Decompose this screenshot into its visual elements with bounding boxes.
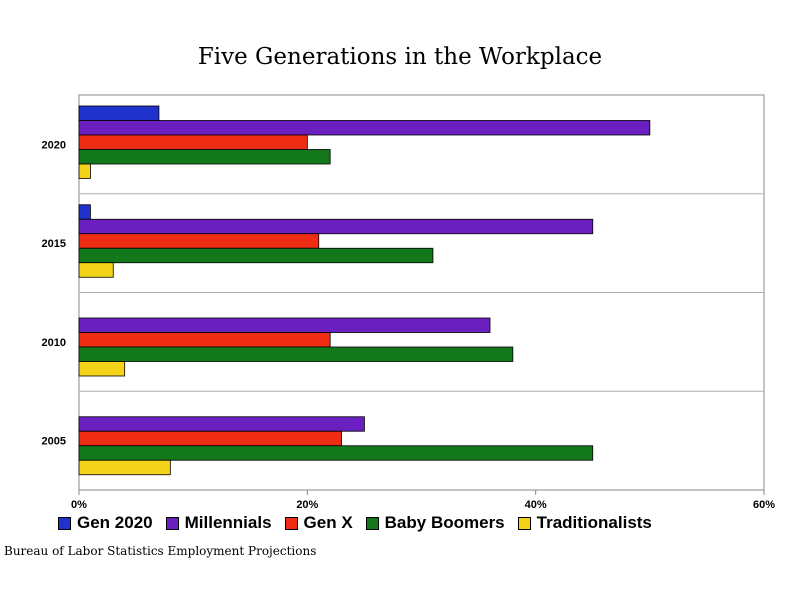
bar-traditionalists-2020	[78, 163, 91, 179]
bar-baby-boomers-2015	[78, 247, 434, 264]
legend-item-gen-2020: Gen 2020	[58, 513, 153, 533]
bar-gen-2020-2015	[78, 204, 91, 220]
chart-title: Five Generations in the Workplace	[197, 44, 603, 70]
x-tick-label-60pct: 60%	[753, 499, 775, 511]
category-label-2015: 2015	[42, 238, 66, 250]
category-label-2010: 2010	[42, 337, 66, 349]
x-tick-label-40pct: 40%	[525, 499, 547, 511]
legend-label-millennials: Millennials	[184, 513, 272, 532]
legend-swatch-traditionalists	[517, 516, 531, 530]
chart-legend: Gen 2020 Millennials Gen X Baby Boomers Trad…	[58, 513, 778, 533]
legend-item-traditionalists: Traditionalists	[517, 513, 652, 533]
bar-gen-x-2010	[78, 332, 331, 348]
legend-swatch-baby-boomers	[365, 516, 379, 530]
legend-label-baby-boomers: Baby Boomers	[384, 513, 505, 532]
legend-item-baby-boomers: Baby Boomers	[365, 513, 505, 533]
x-tick-label-20pct: 20%	[296, 499, 318, 511]
bar-millennials-2005	[78, 416, 365, 432]
bar-gen-x-2020	[78, 134, 308, 150]
legend-item-gen-x: Gen X	[284, 513, 353, 533]
bar-millennials-2015	[78, 218, 594, 235]
bar-gen-x-2015	[78, 233, 320, 249]
bar-baby-boomers-2020	[78, 149, 331, 165]
x-tick-label-0pct: 0%	[71, 499, 87, 511]
legend-swatch-gen-2020	[58, 516, 71, 530]
bar-gen-x-2005	[78, 430, 342, 447]
legend-label-traditionalists: Traditionalists	[536, 513, 652, 532]
legend-swatch-millennials	[165, 516, 179, 530]
legend-item-millennials: Millennials	[165, 513, 272, 533]
legend-label-gen-x: Gen X	[303, 513, 353, 532]
bar-millennials-2020	[78, 120, 651, 136]
bar-traditionalists-2005	[78, 459, 171, 476]
legend-swatch-gen-x	[284, 516, 298, 530]
source-note: Bureau of Labor Statistics Employment Pr…	[4, 544, 317, 558]
category-label-2020: 2020	[42, 139, 66, 151]
bar-traditionalists-2015	[78, 262, 114, 278]
bar-gen-2020-2020	[78, 105, 160, 121]
bar-traditionalists-2010	[78, 361, 126, 377]
bar-baby-boomers-2010	[78, 346, 514, 362]
category-label-2005: 2005	[42, 436, 66, 448]
legend-label-gen-2020: Gen 2020	[77, 513, 153, 532]
bar-baby-boomers-2005	[78, 445, 594, 461]
bar-millennials-2010	[78, 317, 491, 333]
